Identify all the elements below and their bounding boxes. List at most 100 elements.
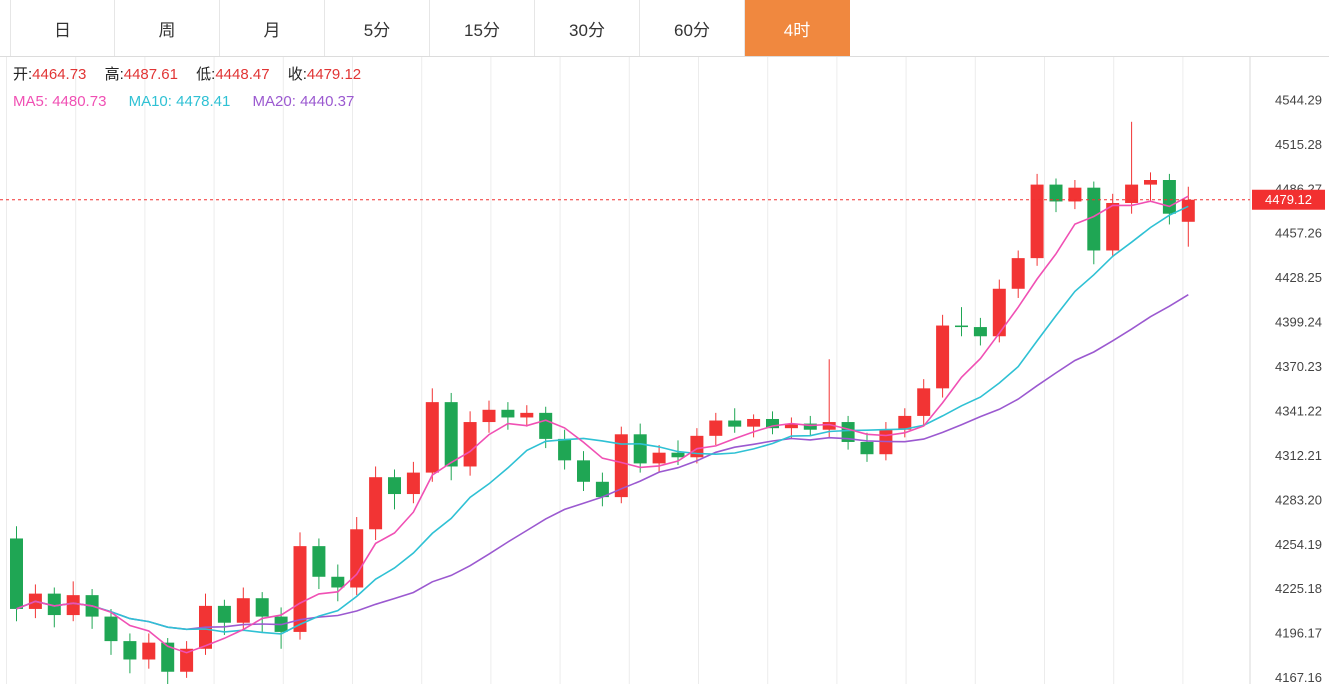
candle-body [558, 438, 572, 461]
ma5-line [16, 195, 1189, 654]
y-axis-label: 4370.23 [1275, 359, 1322, 374]
ma10-value: 4478.41 [176, 93, 231, 110]
tab-日[interactable]: 日 [10, 0, 115, 56]
y-axis-labels: 4544.294515.284486.274457.264428.254399.… [1275, 92, 1322, 684]
close-label: 收: [287, 66, 307, 83]
ma5-value: 4480.73 [52, 93, 107, 110]
tab-15分[interactable]: 15分 [430, 0, 535, 56]
y-axis-label: 4283.20 [1275, 492, 1322, 507]
candle-body [10, 538, 23, 609]
tab-60分[interactable]: 60分 [640, 0, 745, 56]
candle-body [690, 435, 704, 458]
open-value: 4464.73 [32, 66, 87, 83]
y-axis-label: 4312.21 [1275, 448, 1322, 463]
candle-body [936, 325, 950, 389]
candle-body [539, 412, 553, 439]
ma5-label: MA5: [13, 93, 49, 110]
tab-月[interactable]: 月 [220, 0, 325, 56]
candle-body [803, 423, 817, 430]
candle-body [1144, 180, 1157, 185]
candle-body [312, 546, 326, 577]
candle-body [123, 641, 137, 660]
ohlc-readout: 开:4464.73 高:4487.61 低:4448.47 收:4479.12 [13, 67, 375, 82]
candle-body [860, 441, 874, 455]
candle-body [595, 481, 609, 498]
tab-5分[interactable]: 5分 [325, 0, 430, 56]
candle-body [671, 452, 685, 458]
ma20-label: MA20: [252, 93, 296, 110]
grid-lines [6, 57, 1251, 684]
candlestick-chart[interactable]: 4544.294515.284486.274457.264428.254399.… [0, 57, 1329, 684]
candle-body [66, 595, 80, 616]
candle-body [1011, 258, 1025, 289]
high-label: 高: [104, 66, 124, 83]
tab-30分[interactable]: 30分 [535, 0, 640, 56]
candle-body [255, 598, 269, 617]
candle-body [482, 409, 496, 423]
candle-body [1181, 199, 1195, 222]
chart-legend: 开:4464.73 高:4487.61 低:4448.47 收:4479.12 … [13, 67, 375, 109]
candle-body [425, 402, 439, 473]
candle-body [520, 412, 534, 418]
y-axis-label: 4457.26 [1275, 226, 1322, 241]
candle-body [406, 472, 420, 495]
candle-body [331, 576, 345, 588]
ma10-line [16, 205, 1189, 635]
candle-body [917, 388, 931, 416]
ma20-line [16, 294, 1189, 631]
candle-body [47, 593, 61, 616]
chart-area: 4544.29 4515.28 4486.27 4457.26 4428.25 4399.… [0, 57, 1329, 684]
candle-body [444, 402, 458, 467]
high-value: 4487.61 [123, 66, 178, 83]
low-value: 4448.47 [215, 66, 270, 83]
candle-body [992, 288, 1006, 337]
candle-body [350, 529, 364, 588]
candle-body [973, 327, 987, 337]
candle-body [1125, 184, 1139, 203]
candle-body [142, 642, 156, 660]
close-value: 4479.12 [306, 66, 362, 83]
y-axis-label: 4225.18 [1275, 581, 1322, 596]
candle-body [1106, 202, 1120, 251]
candle-body [822, 422, 836, 430]
candle-body [728, 420, 742, 427]
y-axis-label: 4428.25 [1275, 270, 1322, 285]
tab-4时[interactable]: 4时 [745, 0, 850, 56]
candles [10, 121, 1195, 684]
svg-text:4479.12: 4479.12 [1265, 192, 1312, 207]
candle-body [236, 598, 250, 623]
candle-body [180, 648, 194, 672]
candle-body [293, 546, 307, 632]
candle-body [217, 605, 231, 623]
ma20-value: 4440.37 [300, 93, 355, 110]
current-price-tag: 4479.12 [1252, 189, 1325, 210]
candle-body [1162, 180, 1176, 214]
candle-body [652, 452, 666, 464]
ma10-label: MA10: [128, 93, 172, 110]
y-axis-label: 4167.16 [1275, 670, 1322, 684]
candle-body [841, 422, 855, 442]
low-label: 低: [196, 66, 216, 83]
candle-body [709, 420, 723, 436]
candle-body [104, 616, 118, 642]
candle-body [1068, 187, 1082, 202]
candle-body [577, 460, 590, 482]
y-axis-label: 4515.28 [1275, 137, 1322, 152]
y-axis-label: 4341.22 [1275, 403, 1322, 418]
candle-body [1087, 187, 1101, 251]
candle-body [161, 642, 175, 672]
candle-body [388, 477, 401, 495]
open-label: 开: [13, 66, 33, 83]
candle-body [369, 477, 383, 530]
candle-body [898, 415, 912, 430]
candle-body [501, 409, 515, 418]
ma-readout: MA5: 4480.73 MA10: 4478.41 MA20: 4440.37 [13, 94, 375, 109]
candle-body [463, 422, 477, 467]
y-axis-label: 4399.24 [1275, 315, 1322, 330]
tab-周[interactable]: 周 [115, 0, 220, 56]
y-axis-label: 4196.17 [1275, 626, 1322, 641]
candle-body [633, 434, 647, 464]
y-axis-label: 4544.29 [1275, 92, 1322, 107]
candle-body [747, 418, 761, 427]
candle-body [1049, 184, 1063, 202]
